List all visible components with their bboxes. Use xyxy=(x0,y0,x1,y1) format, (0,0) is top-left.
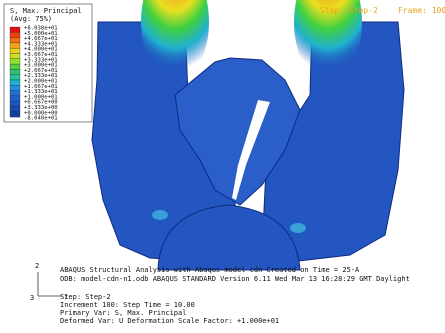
legend-swatch xyxy=(10,91,20,96)
legend-swatch xyxy=(10,48,20,53)
legend-swatch xyxy=(10,85,20,90)
legend-swatch xyxy=(10,101,20,106)
frame-label: Frame: 100 xyxy=(398,6,445,15)
triad-z: 3 xyxy=(30,294,34,302)
model xyxy=(92,0,404,270)
legend-swatch xyxy=(10,69,20,74)
legend-swatch xyxy=(10,54,20,59)
footer-line: ODB: model-cdn-n1.odb ABAQUS STANDARD Ve… xyxy=(60,275,410,283)
legend-swatch xyxy=(10,32,20,37)
legend-swatch xyxy=(10,107,20,112)
legend-swatch xyxy=(10,43,20,48)
footer-primary: Primary Var: S, Max. Principal xyxy=(60,309,186,317)
footer-increment: Increment 100: Step Time = 10.00 xyxy=(60,301,195,309)
footer-deformed: Deformed Var: U Deformation Scale Factor… xyxy=(60,317,279,325)
legend-swatch xyxy=(10,59,20,64)
legend-title: S, Max. Principal xyxy=(10,7,82,15)
triad-y: 2 xyxy=(35,262,39,270)
legend-swatch xyxy=(10,64,20,69)
legend-swatch xyxy=(10,80,20,85)
legend-swatch xyxy=(10,27,20,32)
legend-subtitle: (Avg: 75%) xyxy=(10,15,52,23)
legend-label: -8.040e+01 xyxy=(24,116,58,122)
footer-step: Step: Step-2 xyxy=(60,293,111,301)
step-label: Step: Step-2 xyxy=(320,6,378,15)
legend: +8.038e+01+5.000e+01+4.667e+01+4.333e+01… xyxy=(10,26,58,122)
legend-swatch xyxy=(10,75,20,80)
legend-swatch xyxy=(10,38,20,43)
viewport: S, Max. Principal (Avg: 75%) +8.038e+01+… xyxy=(0,0,445,333)
legend-swatch xyxy=(10,112,20,117)
legend-swatch xyxy=(10,96,20,101)
footer-line: ABAQUS Structural Analysis with Abaqus m… xyxy=(60,266,360,274)
